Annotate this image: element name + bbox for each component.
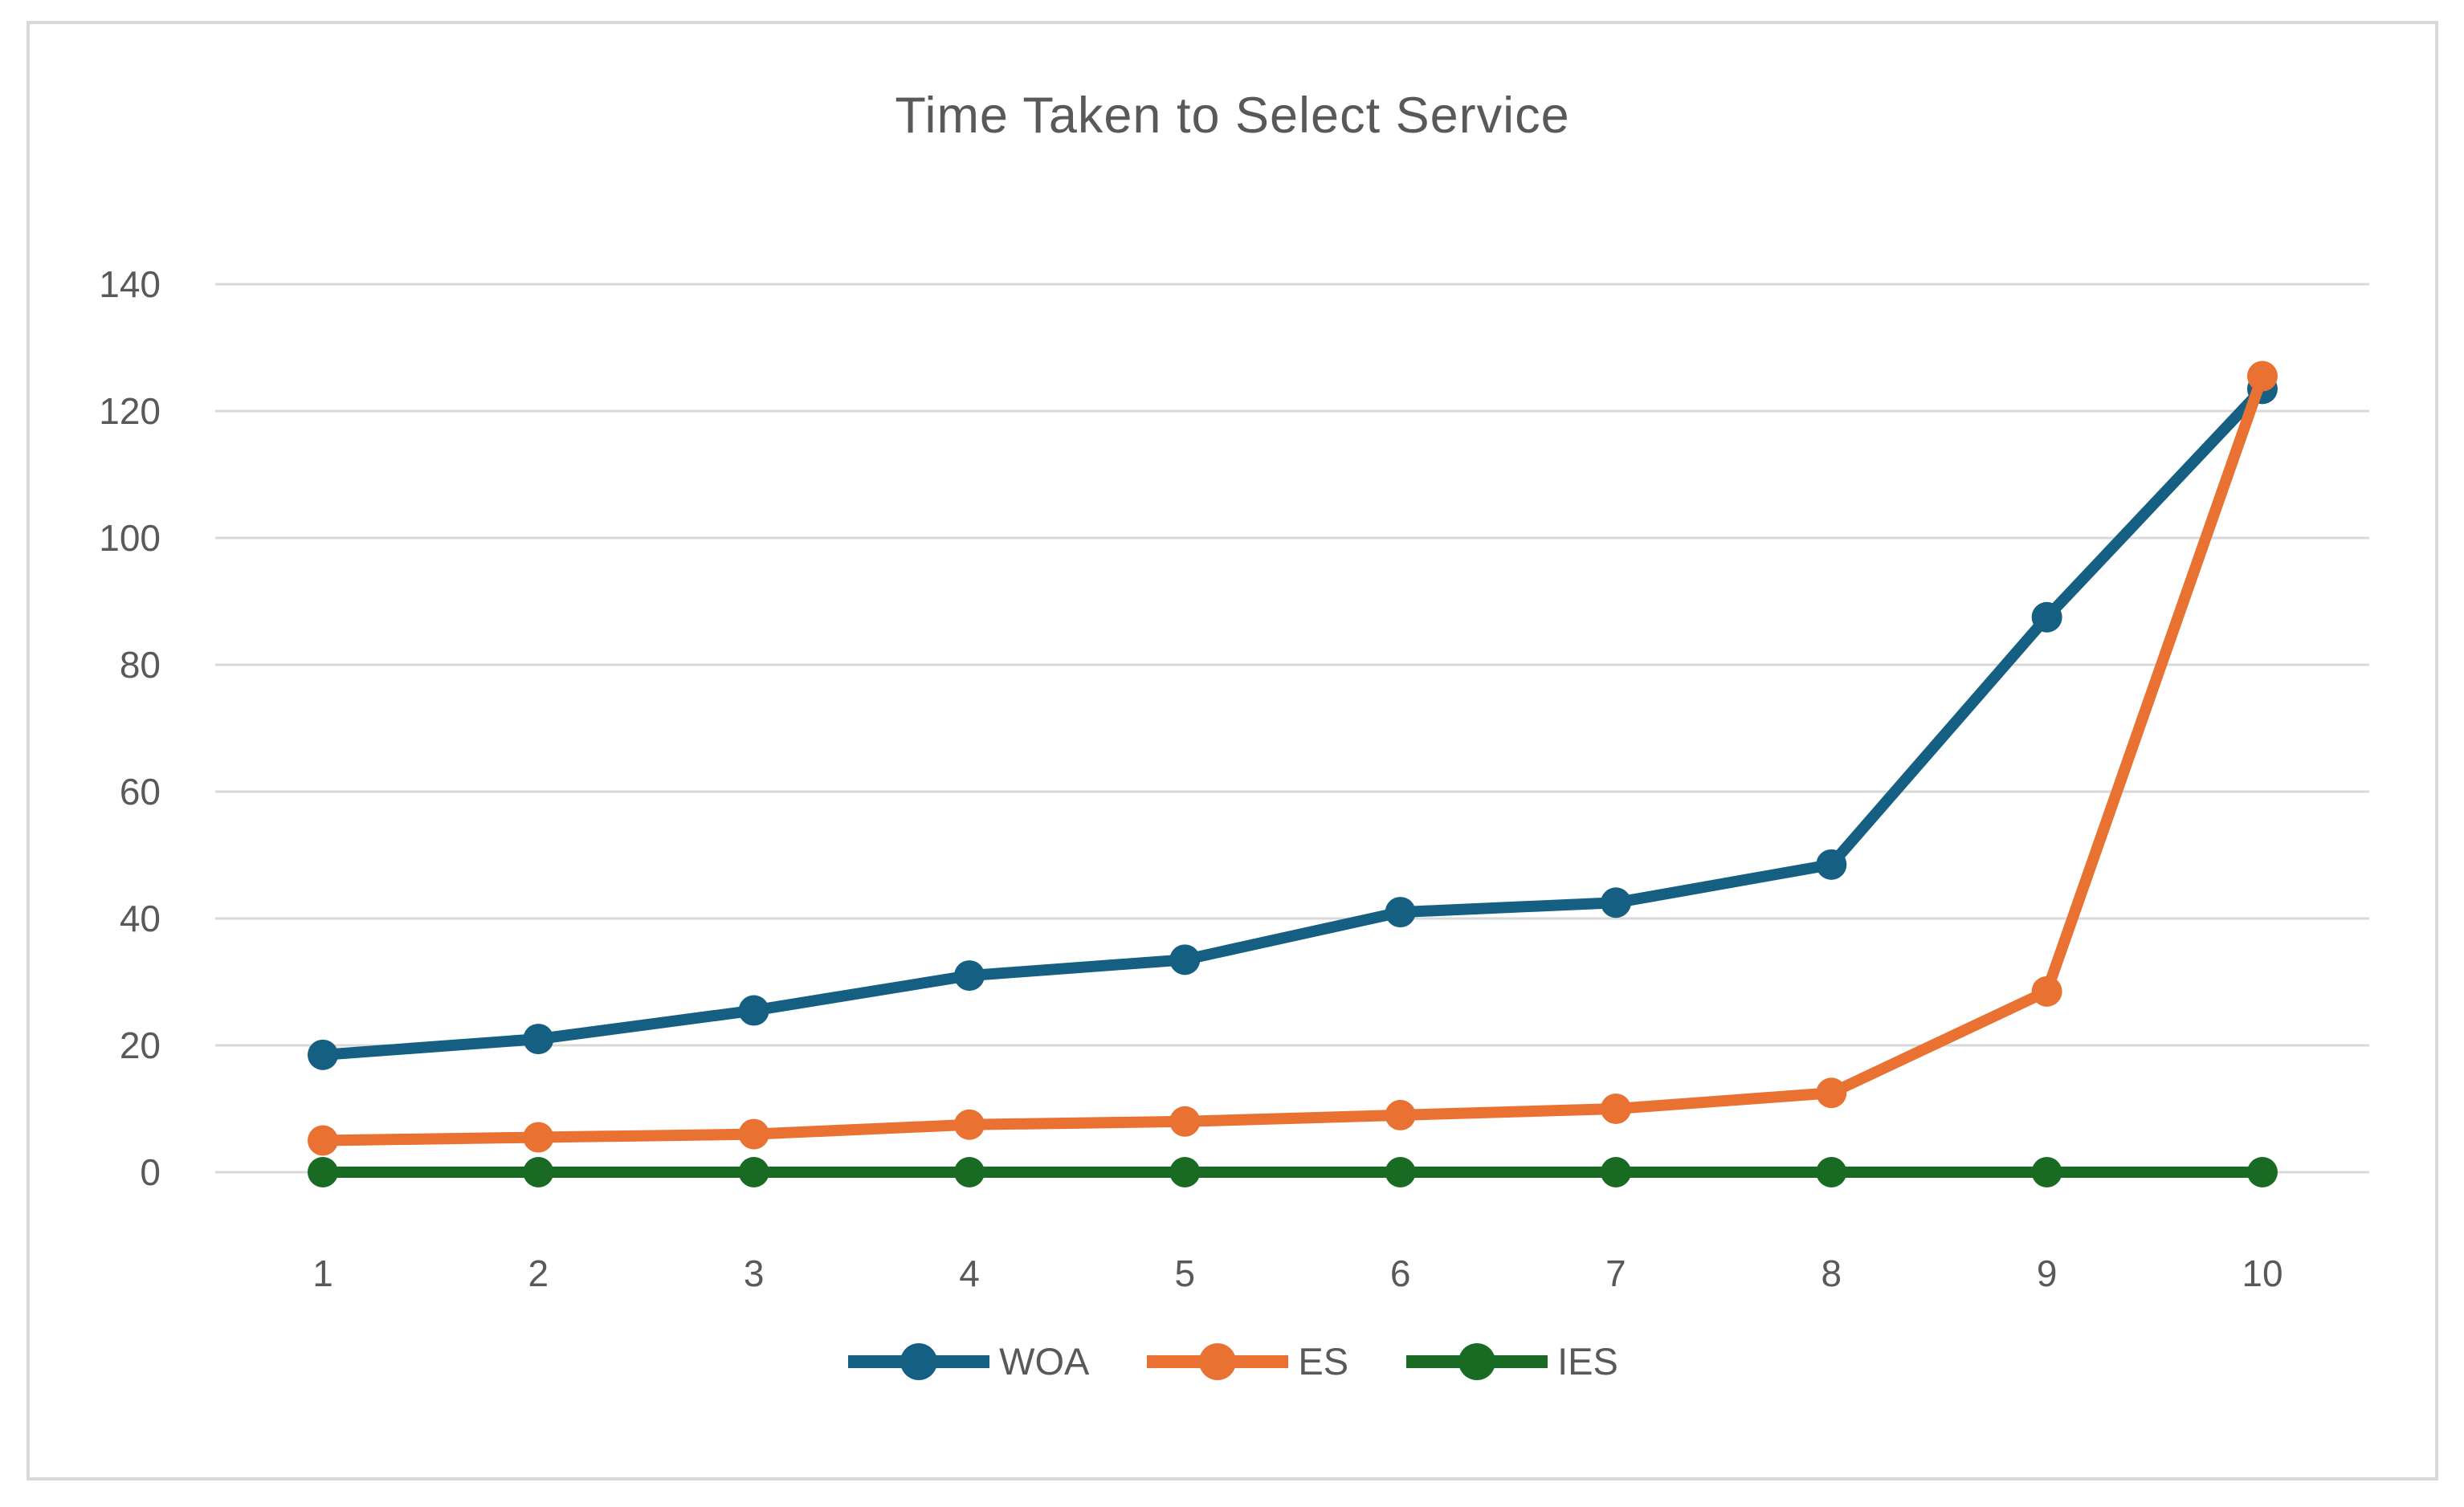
x-tick-label: 8 <box>1821 1252 1842 1294</box>
x-tick-label: 10 <box>2242 1252 2282 1294</box>
chart-frame-border <box>27 21 2438 1481</box>
data-point-ies <box>1169 1157 1201 1187</box>
data-point-es <box>523 1122 554 1153</box>
data-point-es <box>953 1109 985 1140</box>
y-tick-label: 60 <box>120 771 161 813</box>
y-tick-label: 100 <box>99 517 161 559</box>
series-es <box>308 360 2278 1156</box>
data-point-ies <box>1600 1157 1631 1187</box>
data-point-ies <box>308 1157 338 1187</box>
data-point-ies <box>1385 1157 1416 1187</box>
data-point-ies <box>523 1157 554 1187</box>
legend-item-woa: WOA <box>846 1339 1089 1383</box>
legend-item-ies: IES <box>1405 1339 1618 1383</box>
series-group <box>308 360 2278 1187</box>
y-tick-label: 20 <box>120 1024 161 1066</box>
data-point-ies <box>1816 1157 1847 1187</box>
x-tick-label: 1 <box>312 1252 333 1294</box>
data-point-ies <box>2246 1157 2278 1187</box>
data-point-es <box>1600 1094 1631 1124</box>
x-tick-label: 4 <box>959 1252 980 1294</box>
data-point-woa <box>523 1024 554 1055</box>
y-tick-label: 140 <box>99 263 161 305</box>
y-tick-label: 0 <box>140 1151 161 1193</box>
y-tick-label: 40 <box>120 898 161 939</box>
y-axis-labels-group: 0 20 40 60 80 100 120 140 <box>99 263 161 1193</box>
x-tick-label: 3 <box>744 1252 765 1294</box>
data-point-es <box>2246 360 2278 392</box>
gridlines-group <box>215 283 2369 1174</box>
data-point-woa <box>738 995 769 1026</box>
x-tick-label: 2 <box>528 1252 549 1294</box>
series-line-es <box>317 370 2268 1147</box>
data-point-es <box>1169 1106 1201 1137</box>
data-point-woa <box>308 1039 338 1070</box>
data-point-woa <box>1816 849 1847 880</box>
data-point-es <box>738 1118 769 1150</box>
data-point-woa <box>2031 601 2062 633</box>
legend-marker-ies-icon <box>1406 1342 1548 1380</box>
x-tick-label: 5 <box>1175 1252 1196 1294</box>
series-ies <box>308 1157 2278 1187</box>
y-tick-label: 80 <box>120 644 161 686</box>
data-point-ies <box>738 1157 769 1187</box>
legend-label-ies: IES <box>1557 1340 1618 1383</box>
data-point-woa <box>1600 887 1631 918</box>
x-tick-label: 7 <box>1605 1252 1626 1294</box>
data-point-es <box>2031 975 2062 1007</box>
legend-label-woa: WOA <box>999 1340 1090 1383</box>
data-point-woa <box>1169 944 1201 975</box>
data-point-woa <box>953 960 985 992</box>
chart-title: Time Taken to Select Service <box>895 88 1570 144</box>
data-point-es <box>1385 1099 1416 1130</box>
legend-marker-woa-icon <box>848 1342 990 1380</box>
data-point-es <box>308 1125 338 1156</box>
data-point-ies <box>2031 1157 2062 1187</box>
legend-item-es: ES <box>1145 1339 1348 1383</box>
chart-legend: WOA ES IES <box>27 1339 2438 1383</box>
data-point-woa <box>1385 897 1416 928</box>
x-tick-label: 9 <box>2037 1252 2058 1294</box>
data-point-es <box>1816 1077 1847 1109</box>
x-tick-label: 6 <box>1390 1252 1411 1294</box>
legend-label-es: ES <box>1298 1340 1349 1383</box>
series-woa <box>308 373 2278 1070</box>
x-axis-labels-group: 1 2 3 4 5 6 7 8 9 10 <box>312 1252 2282 1294</box>
y-tick-label: 120 <box>99 390 161 432</box>
legend-marker-es-icon <box>1147 1342 1289 1380</box>
data-point-ies <box>953 1157 985 1187</box>
series-line-woa <box>317 383 2268 1061</box>
